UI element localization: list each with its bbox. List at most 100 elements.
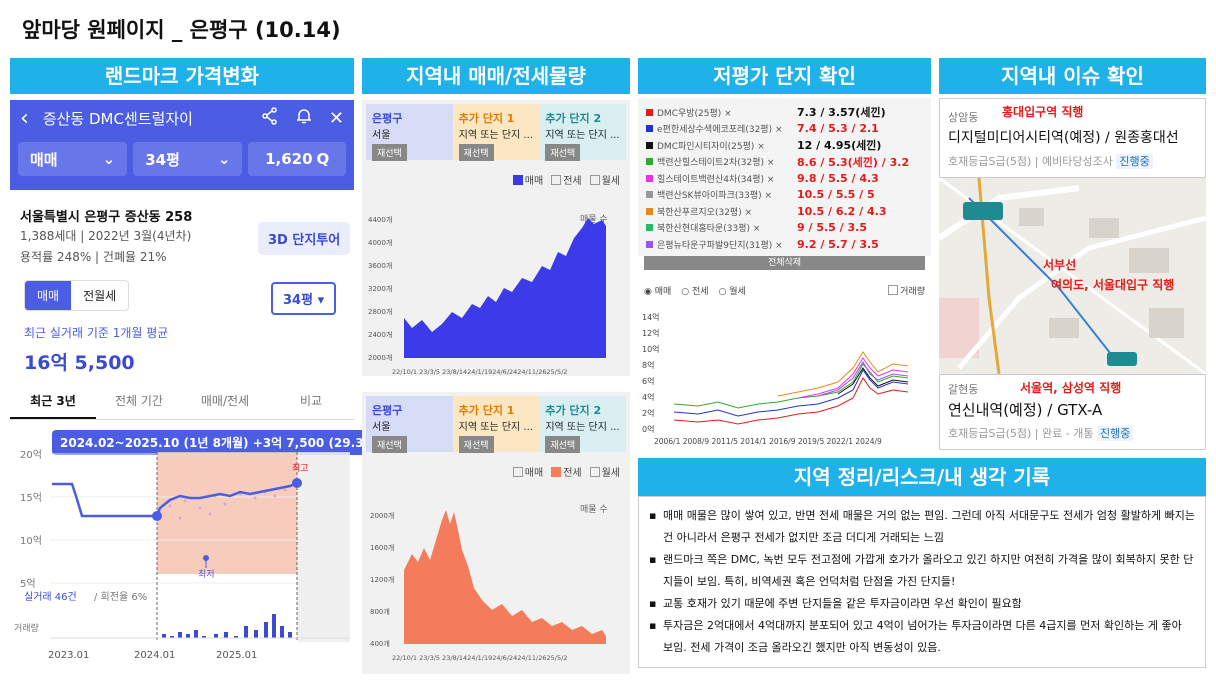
- legend-sale[interactable]: 매매: [512, 464, 543, 479]
- series-color: [646, 125, 653, 133]
- area-select[interactable]: 34평 ⌄: [133, 142, 243, 176]
- note-item: 교통 호재가 있기 때문에 주변 단지들을 같은 투자금이라면 우선 확인이 필…: [649, 593, 1195, 615]
- delete-all-button[interactable]: 전체삭제: [644, 256, 925, 270]
- trade-toggle[interactable]: 매매 전월세: [24, 280, 130, 311]
- reselect-button[interactable]: 재선택: [458, 144, 494, 161]
- region-selector[interactable]: 은평구 서울 재선택: [366, 396, 453, 453]
- series-line: [797, 357, 909, 399]
- price-value: 1,620: [265, 150, 313, 168]
- note-item: 랜드마크 쪽은 DMC, 녹번 모두 전고점에 가깝게 호가가 올라오고 있긴 …: [649, 549, 1195, 593]
- x-label: 2024.01: [134, 650, 175, 661]
- add-complex-2[interactable]: 추가 단지 2 지역 또는 단지 ... 재선택: [539, 396, 627, 453]
- list-item[interactable]: 힐스테이트백련산4차(34평) × 9.8 / 5.5 / 4.3: [646, 170, 925, 187]
- volume-checkbox[interactable]: 거래량: [888, 284, 925, 297]
- turnover-rate: / 회전율 6%: [94, 591, 147, 603]
- grade-label: 호재등급S급(5점): [948, 155, 1032, 168]
- legend-jeonse[interactable]: 전세: [551, 464, 582, 479]
- note-item: 투자금은 2억대에서 4억대까지 분포되어 있고 4억이 넘어가는 투자금이라면…: [649, 615, 1195, 659]
- note-item: 매매 매물은 많이 쌓여 있고, 반면 전세 매물은 거의 없는 편임. 그런데…: [649, 505, 1195, 549]
- selector-title: 추가 단지 2: [545, 112, 602, 125]
- address: 서울특별시 은평구 증산동 258: [20, 210, 193, 225]
- y-label: 400개: [370, 639, 390, 648]
- undervalued-panel: DMC우방(25평) × 7.3 / 3.57(세낀) e편한세상수색에코포레(3…: [638, 98, 931, 450]
- list-item[interactable]: 북한산푸르지오(32평) × 10.5 / 6.2 / 4.3: [646, 203, 925, 220]
- list-item[interactable]: 백련산힐스테이트2차(32평) × 8.6 / 5.3(세낀) / 3.2: [646, 154, 925, 171]
- location-label: 상암동: [948, 111, 979, 124]
- trade-type-select[interactable]: 매매 ⌄: [18, 142, 128, 176]
- tab-all-period[interactable]: 전체 기간: [115, 394, 163, 408]
- reselect-button[interactable]: 재선택: [458, 436, 494, 453]
- area-value: 34평: [145, 150, 180, 169]
- issue-highlight: 서울역, 삼성역 직행: [1020, 381, 1122, 395]
- y-label: 4억: [642, 392, 654, 402]
- app-top-bar: ‹ 증산동 DMC센트럴자이 ✕ 매매 ⌄ 34평 ⌄ 1,620 Q: [10, 100, 354, 190]
- size-select[interactable]: 34평 ▾: [271, 282, 337, 315]
- selector-title: 은평구: [372, 112, 403, 125]
- close-icon[interactable]: ✕: [328, 107, 344, 129]
- x-labels: 22/10/1 23/3/5 23/8/1424/1/1924/6/2424/1…: [392, 368, 567, 376]
- add-complex-1[interactable]: 추가 단지 1 지역 또는 단지 ... 재선택: [452, 396, 540, 453]
- price-values: 10.5 / 6.2 / 4.3: [797, 204, 887, 218]
- list-item[interactable]: 북한산현대홈타운(33평) × 9 / 5.5 / 3.5: [646, 220, 925, 237]
- series-color: [646, 191, 653, 199]
- line-name: 서부선: [1043, 258, 1077, 272]
- share-icon[interactable]: [261, 106, 279, 130]
- reselect-button[interactable]: 재선택: [545, 436, 581, 453]
- legend-sale[interactable]: 매매: [512, 172, 543, 187]
- add-complex-1[interactable]: 추가 단지 1 지역 또는 단지 ... 재선택: [452, 104, 540, 161]
- y-label: 3200개: [368, 284, 392, 293]
- issue-title: 연신내역(예정) / GTX-A: [948, 401, 1103, 419]
- tab-sale-rent[interactable]: 매매/전세: [200, 394, 250, 408]
- supply-panel-bottom: 은평구 서울 재선택 추가 단지 1 지역 또는 단지 ... 재선택 추가 단지 2 지…: [362, 392, 630, 674]
- x-labels: 22/10/1 23/3/5 23/8/1424/1/1924/6/2424/1…: [392, 654, 567, 662]
- issue-card-1[interactable]: 상암동 홍대입구역 직행 디지털미디어시티역(예정) / 원종홍대선 호재등급S…: [939, 98, 1206, 178]
- reselect-button[interactable]: 재선택: [372, 144, 407, 161]
- radio-jeonse[interactable]: ○ 전세: [681, 287, 709, 297]
- supply-legend-1: 매매 전세 월세: [362, 172, 620, 187]
- complex-name: DMC우방(25평) ×: [657, 108, 732, 119]
- tab-compare[interactable]: 비교: [299, 394, 323, 408]
- list-item[interactable]: DMC우방(25평) × 7.3 / 3.57(세낀): [646, 104, 925, 121]
- series-line: [817, 361, 909, 397]
- price-search[interactable]: 1,620 Q: [248, 142, 346, 176]
- status-badge: 진행중: [1096, 426, 1134, 441]
- compare-chart: 14억 12억 10억 8억 6억 4억 2억 0억 2006/1 2008/9…: [642, 312, 909, 446]
- list-item[interactable]: e편한세상수색에코포레(32평) × 7.4 / 5.3 / 2.1: [646, 121, 925, 138]
- chevron-down-icon: ⌄: [217, 150, 231, 168]
- legend-monthly[interactable]: 월세: [589, 172, 620, 187]
- chevron-down-icon: ⌄: [102, 150, 116, 168]
- list-item[interactable]: DMC파인시티자이(25평) × 12 / 4.95(세낀): [646, 137, 925, 154]
- x-label: 2025.01: [216, 650, 257, 661]
- legend-monthly[interactable]: 월세: [589, 464, 620, 479]
- compare-list: DMC우방(25평) × 7.3 / 3.57(세낀) e편한세상수색에코포레(3…: [638, 98, 931, 256]
- y-label: 14억: [642, 312, 660, 322]
- add-complex-2[interactable]: 추가 단지 2 지역 또는 단지 ... 재선택: [539, 104, 627, 161]
- reselect-button[interactable]: 재선택: [372, 436, 407, 453]
- radio-sale[interactable]: ◉ 매매: [644, 287, 672, 297]
- price-line: [52, 481, 298, 518]
- tab-recent-3y[interactable]: 최근 3년: [10, 384, 96, 419]
- toggle-rent[interactable]: 전월세: [83, 289, 117, 303]
- chevron-left-icon[interactable]: ‹: [20, 105, 29, 131]
- reselect-button[interactable]: 재선택: [545, 144, 581, 161]
- legend-jeonse[interactable]: 전세: [551, 172, 582, 187]
- range-end-point: [292, 478, 302, 488]
- toggle-sale[interactable]: 매매: [25, 281, 72, 310]
- region-selector[interactable]: 은평구 서울 재선택: [366, 104, 453, 161]
- avg-label: 최근 실거래 기준 1개월 평균: [24, 326, 169, 340]
- notes-header: 지역 정리/리스크/내 생각 기록: [638, 458, 1206, 496]
- issue-card-2[interactable]: 갈현동 서울역, 삼성역 직행 연신내역(예정) / GTX-A 호재등급S급(…: [939, 374, 1206, 450]
- 3d-tour-button[interactable]: 3D 단지투어: [258, 222, 351, 255]
- y-label: 2400개: [368, 330, 392, 339]
- issue-map[interactable]: 서부선 여의도, 서울대입구 직행: [939, 178, 1206, 374]
- bell-icon[interactable]: [295, 107, 313, 130]
- selector-sub: 서울: [372, 422, 391, 433]
- size-select-value: 34평: [283, 293, 314, 308]
- y-label: 2000개: [368, 353, 392, 362]
- series-color: [646, 174, 653, 182]
- list-item[interactable]: 백련산SK뷰아이파크(33평) × 10.5 / 5.5 / 5: [646, 187, 925, 204]
- list-item[interactable]: 은평뉴타운구파발9단지(31평) × 9.2 / 5.7 / 3.5: [646, 236, 925, 253]
- radio-monthly[interactable]: ○ 월세: [718, 287, 746, 297]
- complex-name: 백련산SK뷰아이파크(33평) ×: [657, 191, 773, 202]
- selector-title: 추가 단지 2: [545, 404, 602, 417]
